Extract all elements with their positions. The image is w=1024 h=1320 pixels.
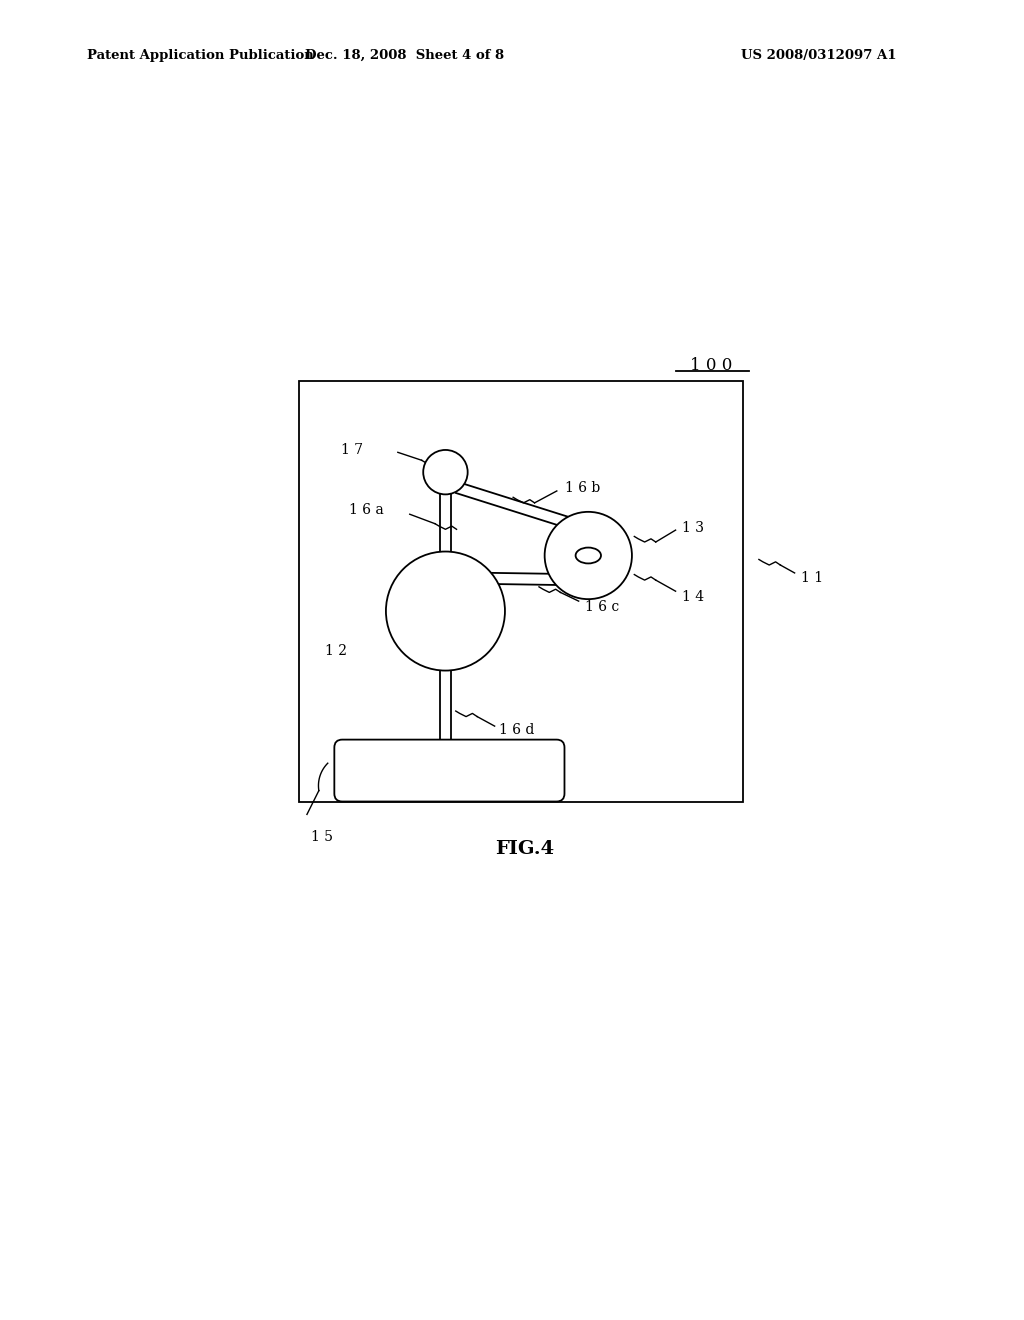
FancyBboxPatch shape	[334, 739, 564, 801]
Text: 1 6 a: 1 6 a	[349, 503, 383, 517]
Text: 1 6 d: 1 6 d	[500, 723, 535, 737]
Text: FIG.4: FIG.4	[496, 840, 554, 858]
Text: 1 1: 1 1	[801, 570, 823, 585]
Text: 1 4: 1 4	[682, 590, 705, 603]
Bar	[299, 381, 743, 801]
Text: Dec. 18, 2008  Sheet 4 of 8: Dec. 18, 2008 Sheet 4 of 8	[305, 49, 504, 62]
Text: 1 0 0: 1 0 0	[690, 356, 732, 374]
Text: Patent Application Publication: Patent Application Publication	[87, 49, 313, 62]
Text: 1 2: 1 2	[325, 644, 347, 657]
Text: US 2008/0312097 A1: US 2008/0312097 A1	[741, 49, 897, 62]
Text: 1 5: 1 5	[311, 830, 334, 845]
Text: 1 6 c: 1 6 c	[585, 599, 620, 614]
Ellipse shape	[575, 548, 601, 564]
Text: 1 3: 1 3	[682, 520, 703, 535]
Circle shape	[545, 512, 632, 599]
Circle shape	[386, 552, 505, 671]
Text: 1 7: 1 7	[341, 444, 362, 457]
Circle shape	[423, 450, 468, 495]
Text: 1 6 b: 1 6 b	[565, 480, 600, 495]
